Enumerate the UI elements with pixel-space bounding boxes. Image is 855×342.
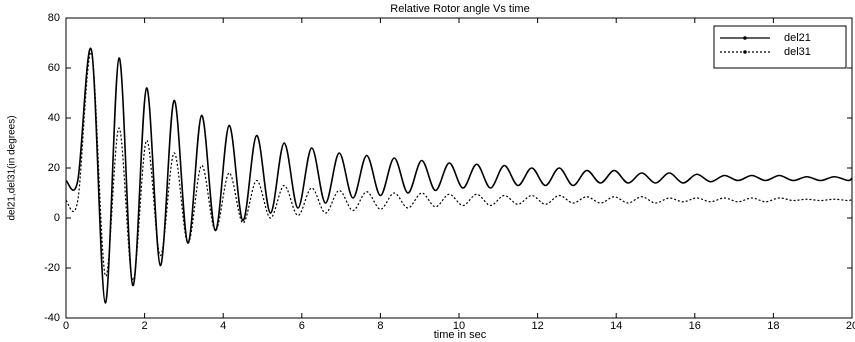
x-tick-label: 6: [299, 320, 305, 332]
x-tick-label: 14: [610, 320, 622, 332]
x-tick-label: 18: [767, 320, 779, 332]
x-tick-label: 16: [689, 320, 701, 332]
x-tick-label: 20: [846, 320, 855, 332]
y-axis-label: del21,del31(in degrees): [7, 115, 18, 220]
legend-box: [713, 25, 847, 69]
x-tick-label: 12: [531, 320, 543, 332]
y-tick-label: 20: [48, 162, 60, 174]
x-tick-label: 2: [142, 320, 148, 332]
chart-title: Relative Rotor angle Vs time: [390, 3, 529, 15]
legend-label: del31: [784, 46, 811, 58]
x-tick-label: 10: [453, 320, 465, 332]
x-tick-label: 0: [63, 320, 69, 332]
series-line: [65, 47, 853, 304]
x-axis-label: time in sec: [434, 329, 487, 341]
y-tick-label: 0: [54, 212, 60, 224]
x-tick-label: 8: [377, 320, 383, 332]
legend-marker: [743, 50, 747, 54]
legend-label: del21: [784, 32, 811, 44]
y-tick-label: 40: [48, 112, 60, 124]
y-tick-label: 60: [48, 62, 60, 74]
series-line: [65, 51, 853, 282]
legend-marker: [743, 36, 747, 40]
x-tick-label: 4: [220, 320, 226, 332]
y-tick-label: 80: [48, 12, 60, 24]
y-tick-label: -40: [44, 312, 60, 324]
y-tick-label: -20: [44, 262, 60, 274]
